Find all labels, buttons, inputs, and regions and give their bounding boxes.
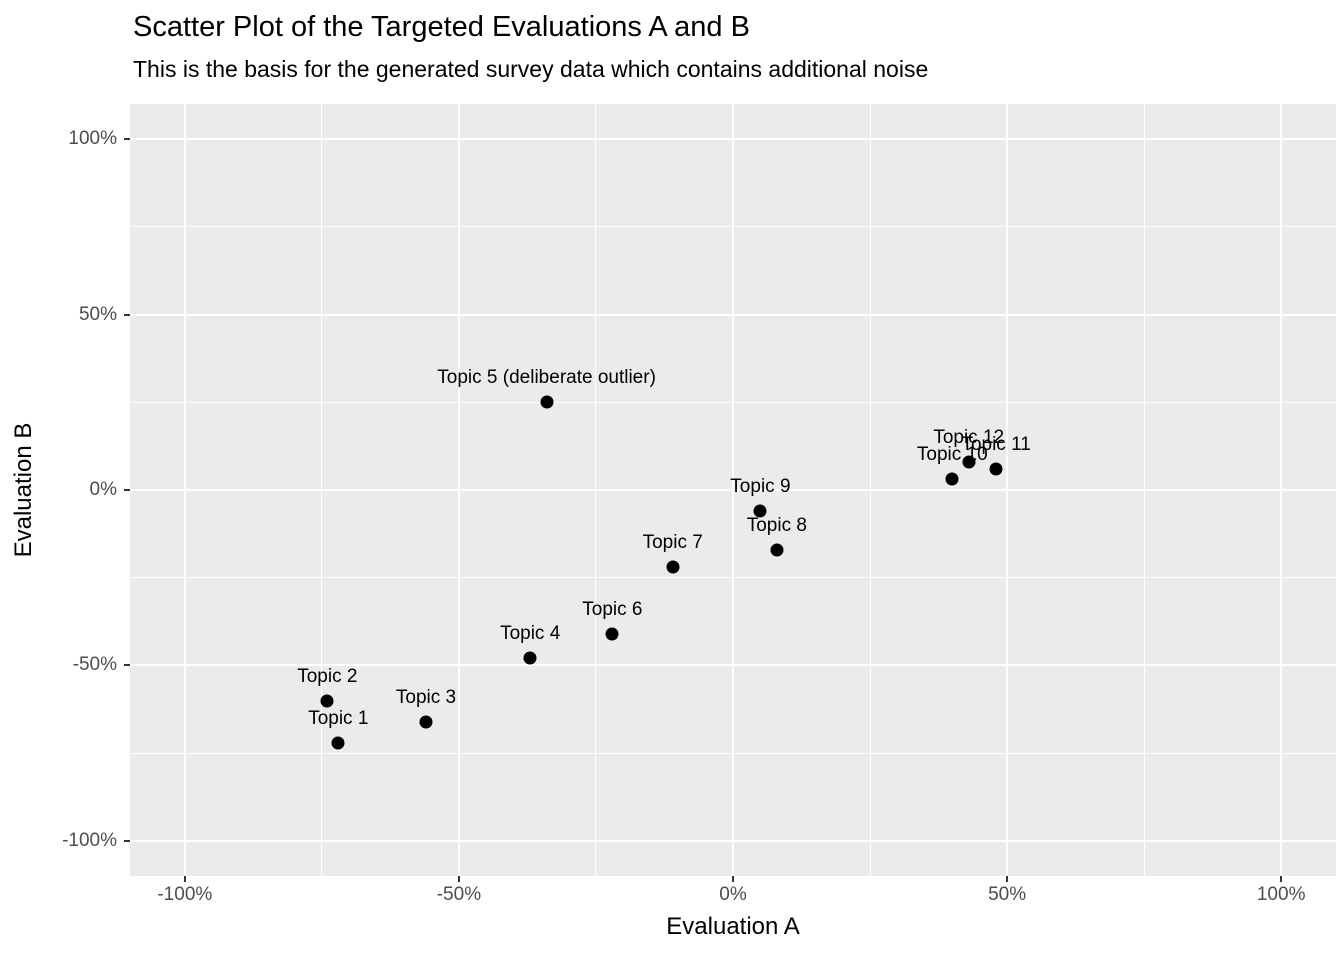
x-tick-label: -50% (436, 884, 482, 905)
y-axis-tick (124, 313, 130, 316)
data-point (331, 736, 345, 750)
x-axis-tick (1280, 876, 1283, 882)
x-axis-title: Evaluation A (666, 913, 800, 940)
x-axis-tick (183, 876, 186, 882)
point-label: Topic 11 (961, 433, 1031, 455)
data-point (523, 651, 537, 665)
x-tick-label: 50% (988, 884, 1027, 905)
point-label: Topic 1 (308, 707, 369, 729)
point-label: Topic 5 (deliberate outlier) (437, 367, 656, 389)
y-axis-tick (124, 489, 130, 491)
data-point (320, 694, 334, 708)
y-tick-label: 50% (78, 303, 117, 325)
point-label: Topic 7 (642, 532, 703, 554)
y-axis-tick (124, 839, 130, 842)
x-tick-label: -100% (157, 884, 213, 905)
point-label: Topic 6 (582, 598, 643, 620)
x-tick-label: 0% (719, 884, 747, 905)
chart-subtitle: This is the basis for the generated surv… (133, 56, 929, 82)
data-point (962, 455, 976, 469)
chart-title: Scatter Plot of the Targeted Evaluations… (133, 11, 750, 43)
gridline-major-horizontal (130, 313, 1336, 316)
y-tick-label: 0% (89, 479, 117, 500)
point-label: Topic 9 (730, 476, 791, 498)
y-tick-label: -100% (62, 829, 117, 851)
gridline-major-horizontal (130, 839, 1336, 842)
y-axis-title: Evaluation B (10, 422, 37, 558)
data-point (945, 472, 959, 486)
x-axis-tick (1006, 876, 1009, 882)
point-label: Topic 12 (933, 426, 1005, 448)
data-point (540, 395, 554, 409)
point-label: Topic 2 (297, 665, 358, 687)
data-point (753, 504, 767, 518)
point-label: Topic 8 (746, 514, 807, 536)
gridline-major-horizontal (130, 489, 1336, 491)
y-axis-tick (124, 138, 130, 141)
y-tick-label: -50% (72, 654, 117, 676)
x-axis-tick (457, 876, 460, 882)
point-label: Topic 3 (395, 686, 457, 708)
data-point (989, 462, 1003, 476)
data-point (666, 560, 680, 574)
gridline-major-horizontal (130, 664, 1336, 667)
y-tick-label: 100% (68, 128, 117, 150)
data-point (770, 543, 784, 557)
x-tick-label: 100% (1256, 884, 1306, 905)
plot-panel: Topic 1 Topic 2 Topic 3 Topic 4 Topic 5 (del… (130, 104, 1336, 876)
data-point (419, 715, 433, 729)
data-point (605, 627, 619, 641)
x-axis-tick (732, 876, 734, 882)
point-label: Topic 4 (500, 623, 561, 645)
y-axis-tick (124, 664, 130, 667)
gridline-major-horizontal (130, 138, 1336, 141)
